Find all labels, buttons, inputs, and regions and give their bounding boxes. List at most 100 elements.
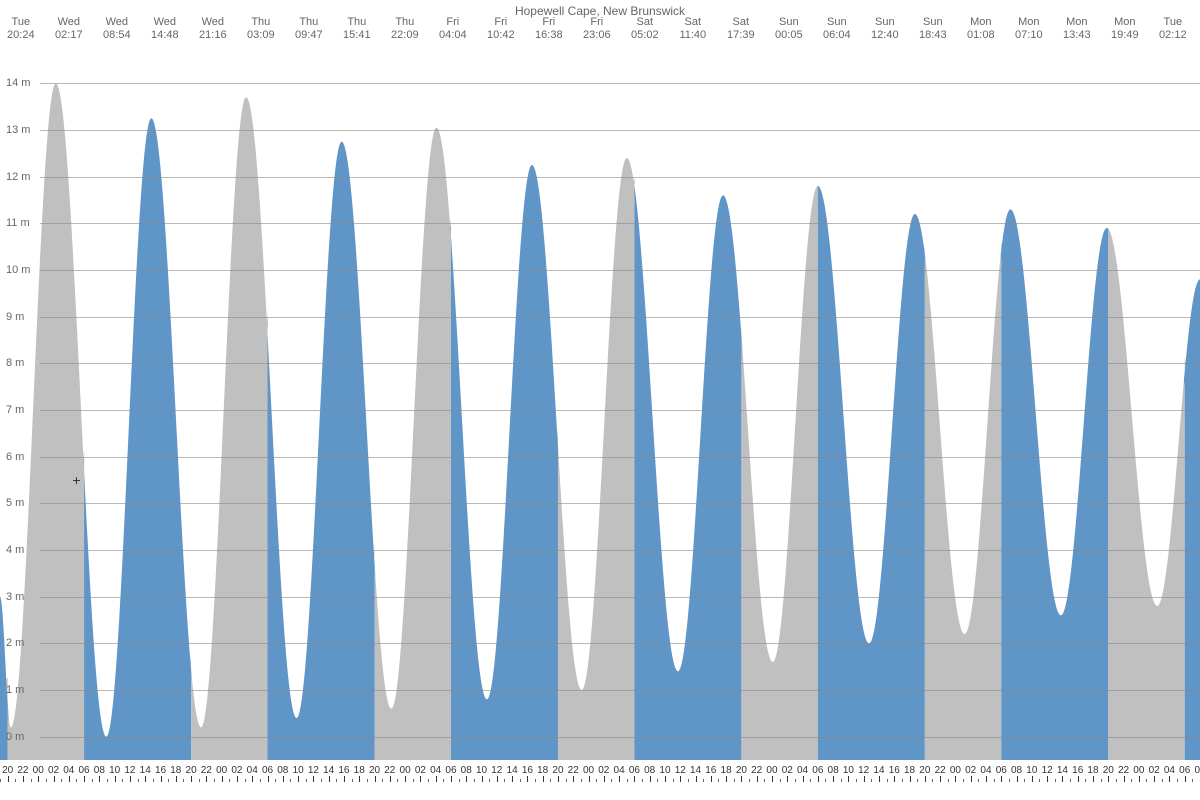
bottom-hour-axis: 2022000204060810121416182022000204060810… — [0, 760, 1200, 800]
x-tick-label: 02 — [415, 765, 426, 776]
x-tick — [1124, 776, 1125, 782]
x-tick-minor — [1116, 779, 1117, 782]
x-tick-label: 06 — [812, 765, 823, 776]
top-time-labels: Tue20:24Wed02:17Wed08:54Wed14:48Wed21:16… — [0, 16, 1200, 44]
x-tick-minor — [382, 779, 383, 782]
x-tick-label: 04 — [797, 765, 808, 776]
x-tick — [344, 776, 345, 782]
x-tick-label: 06 — [445, 765, 456, 776]
x-tick — [497, 776, 498, 782]
top-time-label: Mon13:43 — [1063, 16, 1091, 42]
x-tick-minor — [657, 779, 658, 782]
x-tick — [176, 776, 177, 782]
top-time-label: Sun00:05 — [775, 16, 803, 42]
x-tick-label: 04 — [614, 765, 625, 776]
x-tick — [313, 776, 314, 782]
x-tick-minor — [474, 779, 475, 782]
x-tick-minor — [902, 779, 903, 782]
y-gridline — [40, 410, 1200, 411]
x-tick-minor — [76, 779, 77, 782]
x-tick-label: 18 — [904, 765, 915, 776]
x-tick-minor — [122, 779, 123, 782]
x-tick-label: 22 — [568, 765, 579, 776]
x-tick-minor — [321, 779, 322, 782]
tide-day-fill — [84, 118, 192, 760]
x-tick-minor — [138, 779, 139, 782]
tide-night-fill — [557, 158, 635, 760]
x-tick-label: 06 — [262, 765, 273, 776]
x-tick-label: 04 — [247, 765, 258, 776]
top-time-label: Wed21:16 — [199, 16, 227, 42]
x-tick-minor — [1101, 779, 1102, 782]
x-tick — [680, 776, 681, 782]
x-tick-minor — [15, 779, 16, 782]
x-tick — [84, 776, 85, 782]
x-tick — [268, 776, 269, 782]
x-tick — [650, 776, 651, 782]
x-tick — [38, 776, 39, 782]
x-tick-label: 10 — [109, 765, 120, 776]
x-tick — [604, 776, 605, 782]
x-tick-minor — [887, 779, 888, 782]
x-tick-minor — [107, 779, 108, 782]
x-tick-label: 00 — [216, 765, 227, 776]
x-tick-minor — [1024, 779, 1025, 782]
y-tick-label: 5 m — [6, 497, 24, 509]
y-tick-label: 13 m — [6, 124, 30, 136]
x-tick — [543, 776, 544, 782]
x-tick — [787, 776, 788, 782]
x-tick-label: 16 — [889, 765, 900, 776]
x-tick-minor — [245, 779, 246, 782]
x-tick-minor — [749, 779, 750, 782]
tide-day-fill — [267, 142, 375, 760]
x-tick — [115, 776, 116, 782]
y-gridline — [40, 270, 1200, 271]
top-time-label: Wed08:54 — [103, 16, 131, 42]
x-tick — [1017, 776, 1018, 782]
x-tick-minor — [1055, 779, 1056, 782]
top-time-label: Fri04:04 — [439, 16, 467, 42]
x-tick-minor — [459, 779, 460, 782]
x-tick-minor — [229, 779, 230, 782]
x-tick-minor — [428, 779, 429, 782]
x-tick — [222, 776, 223, 782]
x-tick-minor — [948, 779, 949, 782]
x-tick-minor — [825, 779, 826, 782]
x-tick — [451, 776, 452, 782]
x-tick-minor — [1177, 779, 1178, 782]
x-tick-label: 20 — [1103, 765, 1114, 776]
top-time-label: Fri10:42 — [487, 16, 515, 42]
x-tick-minor — [1085, 779, 1086, 782]
top-time-label: Thu09:47 — [295, 16, 323, 42]
x-tick-label: 16 — [1072, 765, 1083, 776]
x-tick-minor — [673, 779, 674, 782]
x-tick-label: 10 — [293, 765, 304, 776]
x-tick — [23, 776, 24, 782]
x-tick — [971, 776, 972, 782]
x-tick — [818, 776, 819, 782]
y-tick-label: 10 m — [6, 264, 30, 276]
tide-day-fill — [450, 165, 558, 760]
x-tick-label: 14 — [323, 765, 334, 776]
y-gridline — [40, 130, 1200, 131]
x-tick-minor — [642, 779, 643, 782]
x-tick-label: 20 — [2, 765, 13, 776]
x-tick — [879, 776, 880, 782]
top-time-label: Sat05:02 — [631, 16, 659, 42]
x-tick-label: 12 — [675, 765, 686, 776]
x-tick-minor — [1146, 779, 1147, 782]
x-tick-minor — [168, 779, 169, 782]
x-tick — [466, 776, 467, 782]
x-tick-label: 04 — [63, 765, 74, 776]
x-tick — [375, 776, 376, 782]
x-tick-label: 22 — [384, 765, 395, 776]
x-tick — [1062, 776, 1063, 782]
x-tick-label: 00 — [583, 765, 594, 776]
x-tick-label: 12 — [1042, 765, 1053, 776]
top-time-label: Wed14:48 — [151, 16, 179, 42]
x-tick-label: 16 — [338, 765, 349, 776]
y-gridline — [40, 597, 1200, 598]
x-tick — [1169, 776, 1170, 782]
x-tick-label: 12 — [308, 765, 319, 776]
x-tick-minor — [978, 779, 979, 782]
